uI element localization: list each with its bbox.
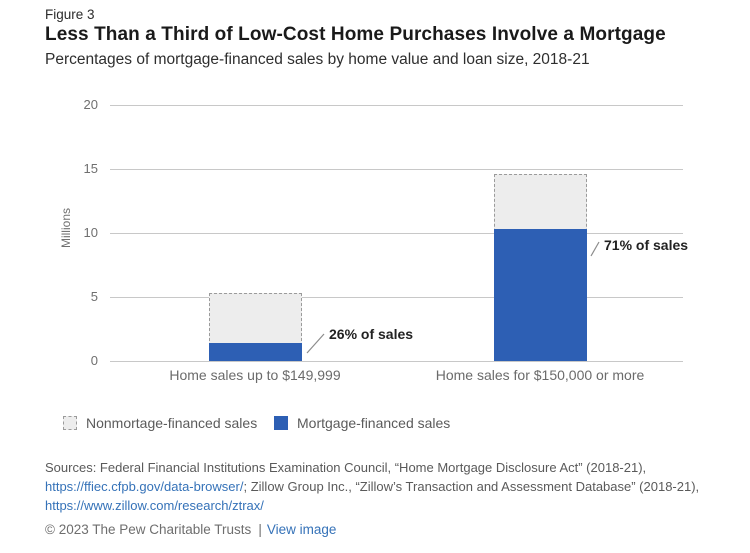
footer-separator: | xyxy=(258,522,262,537)
ffiec-link[interactable]: https://ffiec.cfpb.gov/data-browser/ xyxy=(45,479,244,494)
view-image-link[interactable]: View image xyxy=(266,522,337,537)
x-axis-label-low-cost: Home sales up to $149,999 xyxy=(169,367,341,383)
y-gridline xyxy=(110,233,683,234)
x-axis-label-high-cost: Home sales for $150,000 or more xyxy=(435,367,645,383)
y-gridline xyxy=(110,105,683,106)
y-gridline xyxy=(110,297,683,298)
sources-note: Sources: Federal Financial Institutions … xyxy=(45,458,721,515)
y-tick-label: 0 xyxy=(90,353,98,368)
sources-text-2: ; Zillow Group Inc., “Zillow’s Transacti… xyxy=(243,479,700,494)
zillow-link[interactable]: https://www.zillow.com/research/ztrax/ xyxy=(45,498,264,513)
legend-label-mortgage: Mortgage-financed sales xyxy=(297,415,451,431)
legend-label-nonmortgage: Nonmortage-financed sales xyxy=(86,415,258,431)
leader-line-26-percent xyxy=(306,333,325,354)
y-tick-label: 5 xyxy=(90,289,98,304)
copyright-text: © 2023 The Pew Charitable Trusts xyxy=(45,522,252,537)
y-tick-label: 15 xyxy=(83,161,98,176)
legend-item-mortgage: Mortgage-financed sales xyxy=(274,415,450,431)
annotation-71-percent: 71% of sales xyxy=(604,237,689,253)
annotation-26-percent: 26% of sales xyxy=(329,326,414,342)
chart-subtitle: Percentages of mortgage-financed sales b… xyxy=(45,51,590,68)
footer: © 2023 The Pew Charitable Trusts | View im… xyxy=(45,522,336,537)
page-title: Less Than a Third of Low-Cost Home Purch… xyxy=(45,24,666,45)
mortgage-bar-low-cost xyxy=(209,343,302,361)
figure-label: Figure 3 xyxy=(45,7,95,22)
nonmortgage-swatch-icon xyxy=(63,416,77,430)
y-tick-label: 20 xyxy=(83,97,98,112)
y-gridline xyxy=(110,361,683,362)
sources-text-1: Sources: Federal Financial Institutions … xyxy=(45,460,647,475)
y-gridline xyxy=(110,169,683,170)
mortgage-swatch-icon xyxy=(274,416,288,430)
leader-line-71-percent xyxy=(590,241,600,257)
legend-item-nonmortgage: Nonmortage-financed sales xyxy=(63,415,257,431)
y-tick-label: 10 xyxy=(83,225,98,240)
mortgage-bar-high-cost xyxy=(494,229,587,361)
